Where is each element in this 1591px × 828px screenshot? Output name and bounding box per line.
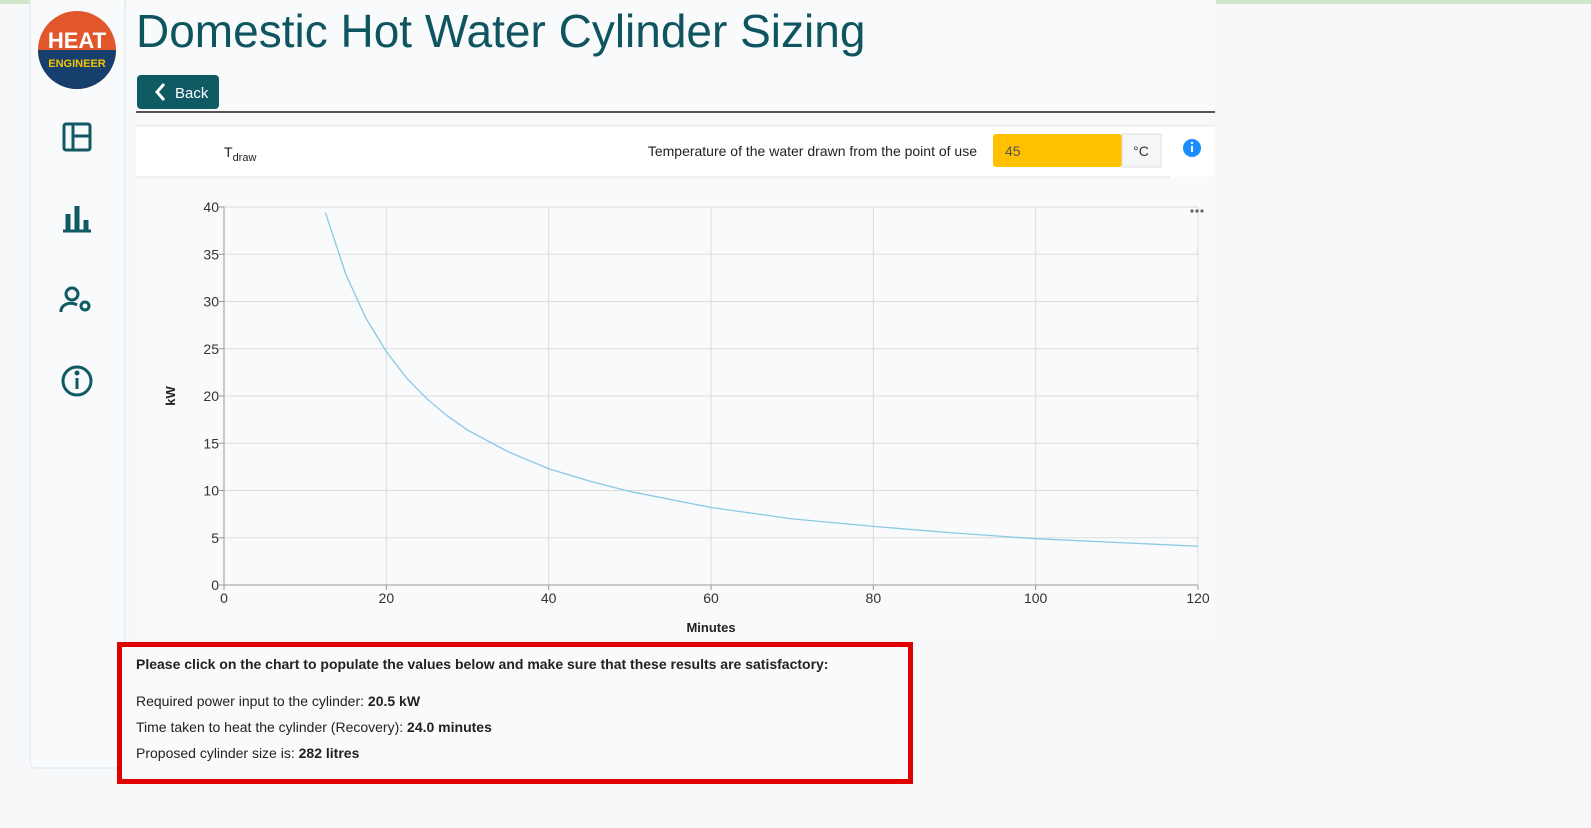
nav-user-settings[interactable] bbox=[64, 286, 80, 302]
results-box bbox=[117, 642, 913, 784]
y-tick-label: 5 bbox=[211, 530, 219, 546]
x-axis-label: Minutes bbox=[686, 620, 735, 635]
header bbox=[126, 0, 1216, 112]
line-series bbox=[324, 212, 1199, 547]
x-tick-label: 80 bbox=[866, 590, 882, 606]
result-label: Proposed cylinder size is: bbox=[136, 745, 299, 761]
y-tick-label: 10 bbox=[203, 483, 219, 499]
x-tick-label: 120 bbox=[1186, 590, 1210, 606]
y-tick-label: 35 bbox=[203, 246, 219, 262]
result-label: Required power input to the cylinder: bbox=[136, 693, 368, 709]
x-tick-label: 0 bbox=[220, 590, 228, 606]
chart-menu[interactable] bbox=[1190, 209, 1204, 213]
chart[interactable]: 0 5 10 15 20 25 30 35 40 0 20 40 60 80 100 120 Minutes kW bbox=[163, 199, 1210, 635]
y-tick-label: 15 bbox=[203, 435, 219, 451]
results-lines: Required power input to the cylinder: 20… bbox=[136, 693, 492, 761]
logo-bottom: ENGINEER bbox=[48, 58, 106, 70]
input-symbol: Tdraw bbox=[224, 144, 256, 164]
page-title: Domestic Hot Water Cylinder Sizing bbox=[136, 5, 865, 57]
back-icon[interactable] bbox=[155, 83, 166, 101]
chart-panel[interactable] bbox=[136, 178, 1215, 640]
x-tick-label: 100 bbox=[1024, 590, 1048, 606]
y-tick-label: 25 bbox=[203, 341, 219, 357]
logo-lower bbox=[38, 50, 116, 89]
input-field[interactable] bbox=[993, 134, 1122, 167]
x-tick-label: 20 bbox=[379, 590, 395, 606]
result-value: 20.5 kW bbox=[368, 693, 421, 709]
result-line: Required power input to the cylinder: 20… bbox=[136, 693, 421, 709]
x-tick-label: 60 bbox=[703, 590, 719, 606]
y-tick-label: 20 bbox=[203, 388, 219, 404]
results-prompt: Please click on the chart to populate th… bbox=[136, 656, 828, 672]
result-line: Time taken to heat the cylinder (Recover… bbox=[136, 719, 492, 735]
symbol-subscript: draw bbox=[233, 152, 257, 164]
symbol: T bbox=[224, 144, 233, 160]
result-value: 282 litres bbox=[299, 745, 360, 761]
input-value[interactable]: 45 bbox=[1005, 143, 1021, 159]
y-tick-label: 30 bbox=[203, 294, 219, 310]
result-line: Proposed cylinder size is: 282 litres bbox=[136, 745, 360, 761]
y-axis-label: kW bbox=[163, 386, 178, 406]
y-tick-label: 40 bbox=[203, 199, 219, 215]
input-unit: °C bbox=[1133, 143, 1149, 159]
back-button[interactable] bbox=[137, 75, 219, 109]
nav-icons[interactable] bbox=[59, 122, 93, 397]
result-label: Time taken to heat the cylinder (Recover… bbox=[136, 719, 407, 735]
nav-info[interactable] bbox=[61, 365, 93, 397]
y-tick-label: 0 bbox=[211, 577, 219, 593]
x-tick-label: 40 bbox=[541, 590, 557, 606]
unit-box bbox=[1121, 133, 1162, 168]
input-description: Temperature of the water drawn from the … bbox=[648, 143, 977, 159]
logo-top: HEAT bbox=[48, 28, 107, 53]
result-value: 24.0 minutes bbox=[407, 719, 492, 735]
back-label[interactable]: Back bbox=[175, 85, 209, 102]
